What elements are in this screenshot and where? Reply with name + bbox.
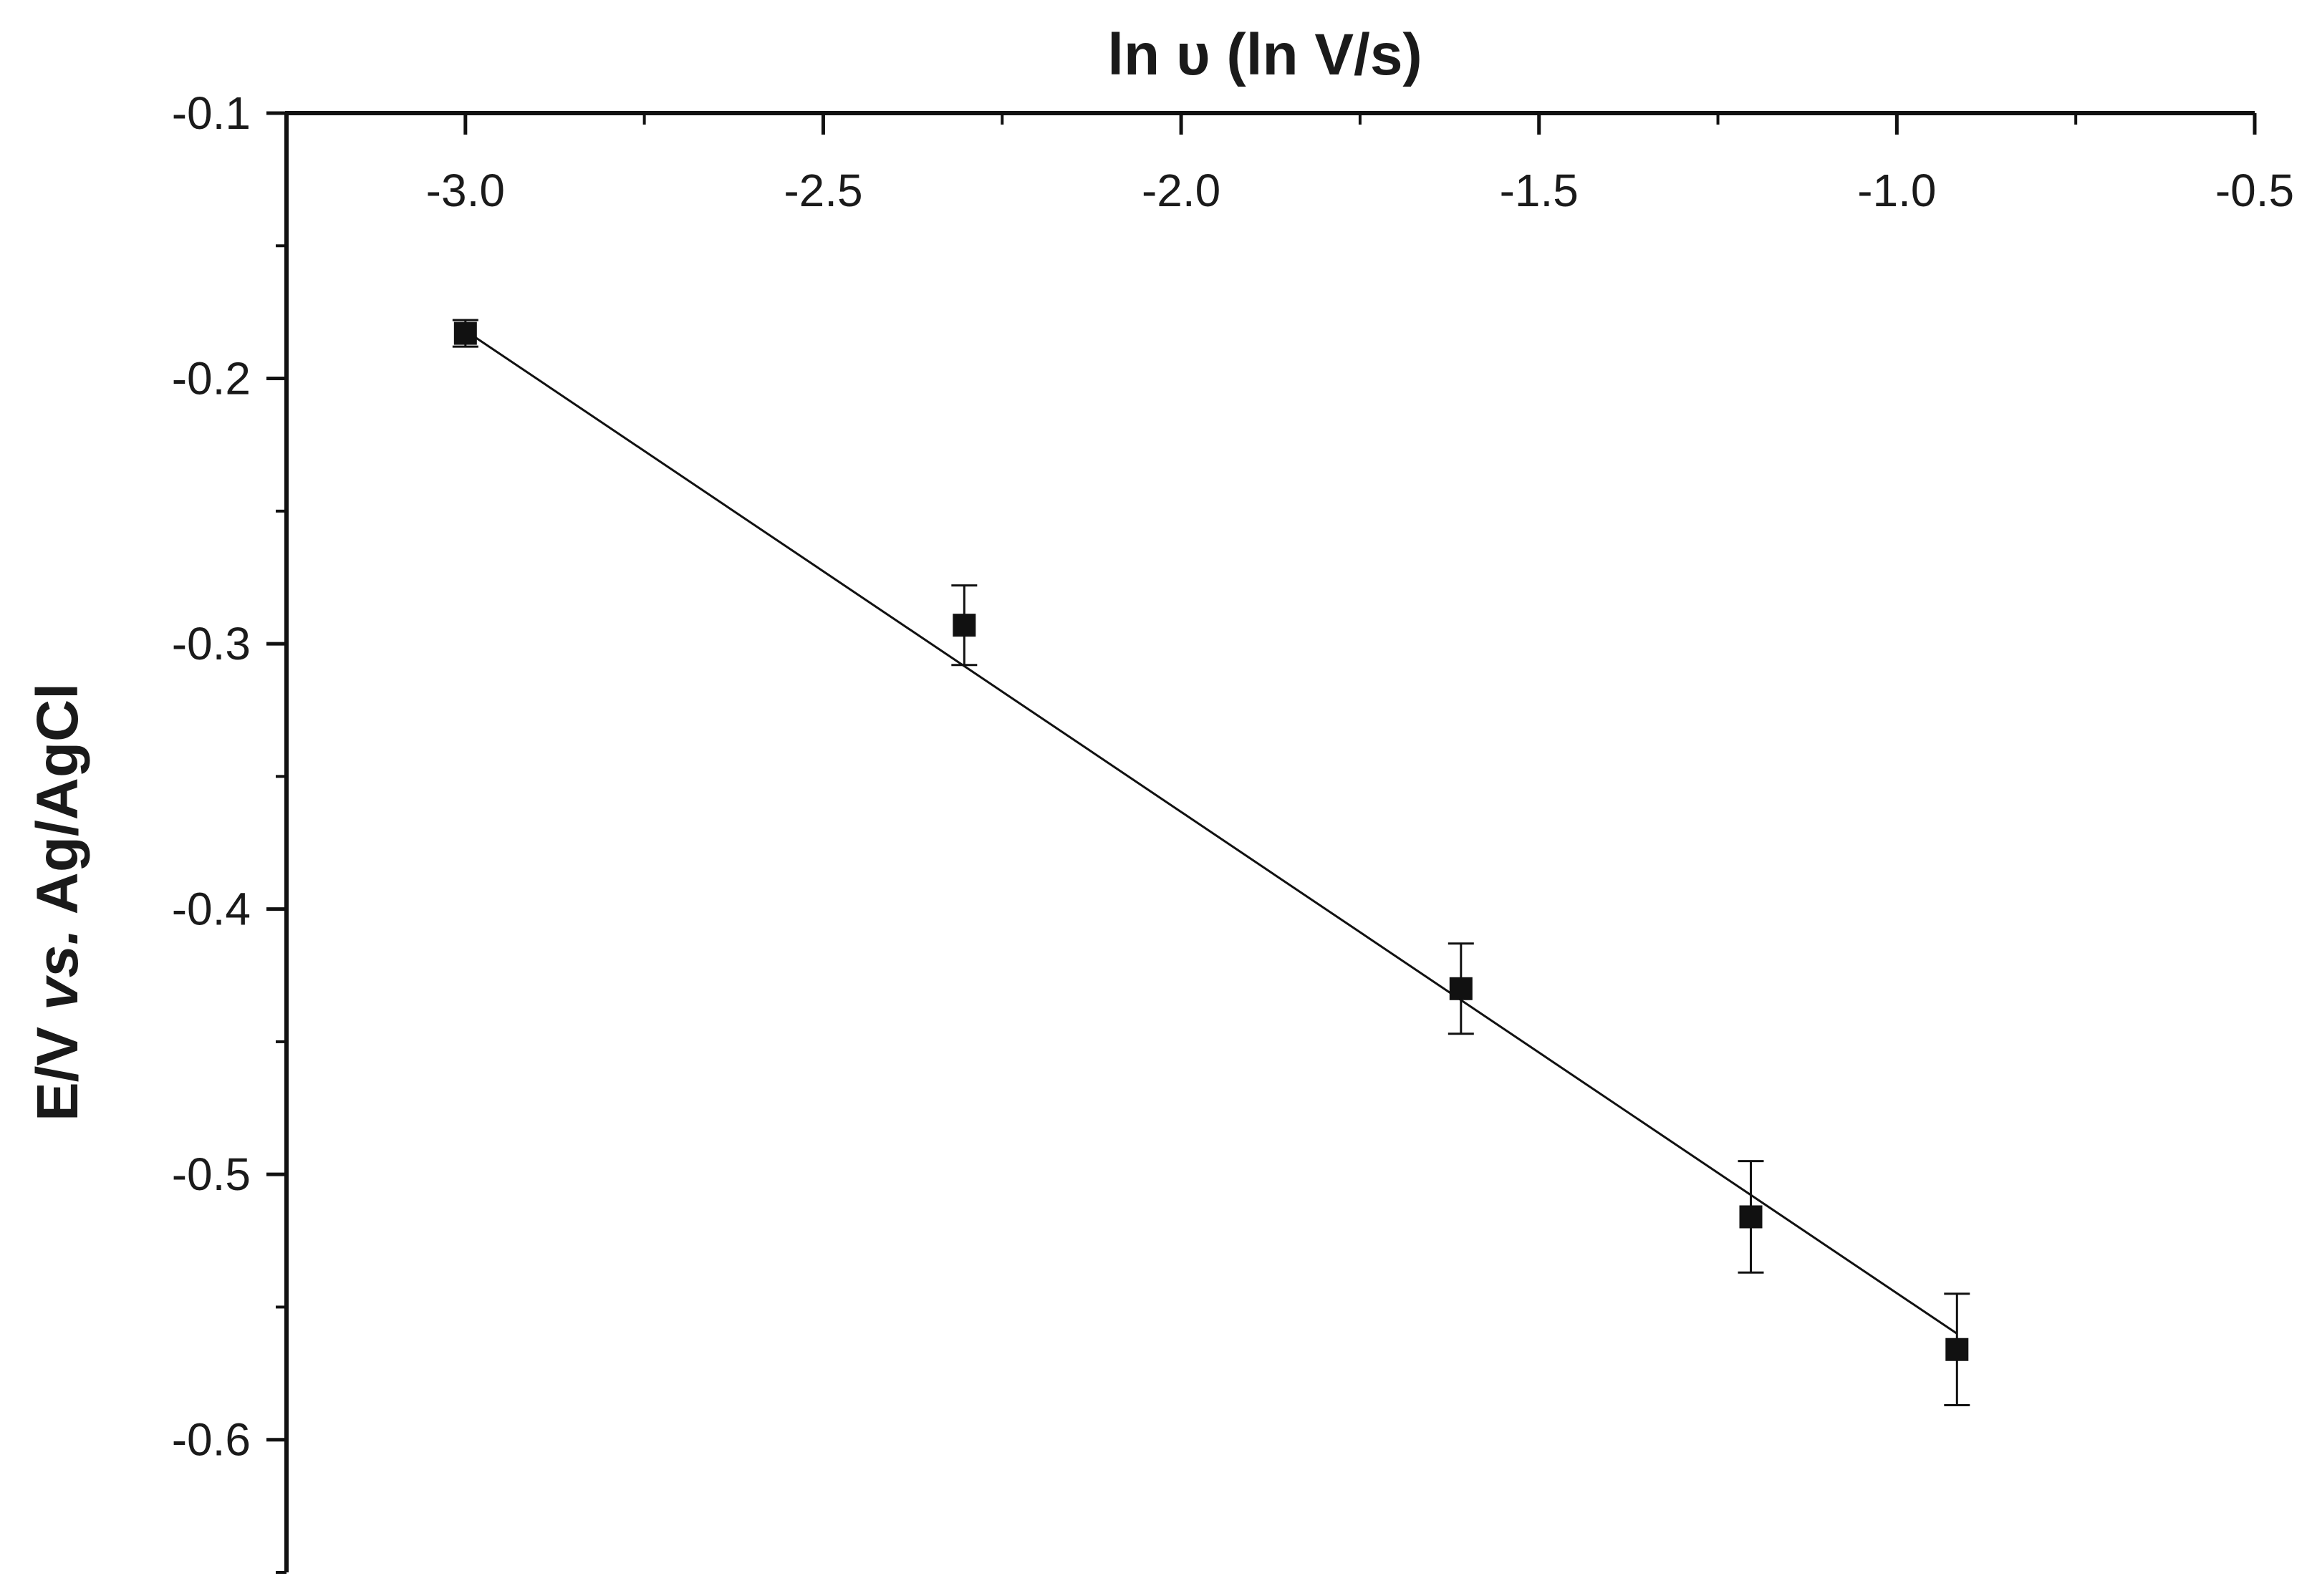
data-point: [953, 614, 976, 637]
data-point: [453, 321, 477, 345]
data-point: [1945, 1338, 1969, 1361]
y-tick-label: -0.1: [172, 87, 251, 139]
y-tick-label: -0.5: [172, 1148, 251, 1200]
y-axis-title: E/V vs. Ag/AgCl: [25, 683, 90, 1121]
x-tick-label: -2.0: [1142, 165, 1220, 216]
x-tick-label: -2.5: [784, 165, 862, 216]
x-tick-label: -3.0: [426, 165, 505, 216]
y-axis-title-part: vs.: [25, 929, 90, 1010]
axes: [284, 111, 2255, 1572]
x-axis-title: ln υ (ln V/s): [1107, 22, 1422, 87]
y-axis-title-part: Ag/AgCl: [25, 683, 90, 929]
x-tick-label: -0.5: [2215, 165, 2294, 216]
y-tick-label: -0.2: [172, 353, 251, 405]
ticks: -3.0 -2.5 -2.0 -1.5 -1.0 -0.5 -0.1 -0.2 -0.3 -0.4…: [172, 87, 2294, 1574]
fit-line-layer: [464, 329, 1958, 1335]
fit-line: [464, 329, 1958, 1335]
x-tick-label: -1.5: [1500, 165, 1579, 216]
data-points: [452, 319, 1970, 1407]
data-point: [1449, 977, 1473, 1000]
y-tick-label: -0.3: [172, 618, 251, 669]
data-point: [1739, 1205, 1763, 1229]
y-axis-title-part: E/V: [25, 1010, 90, 1121]
x-tick-label: -1.0: [1857, 165, 1936, 216]
y-tick-label: -0.6: [172, 1414, 251, 1466]
y-tick-label: -0.4: [172, 884, 251, 935]
